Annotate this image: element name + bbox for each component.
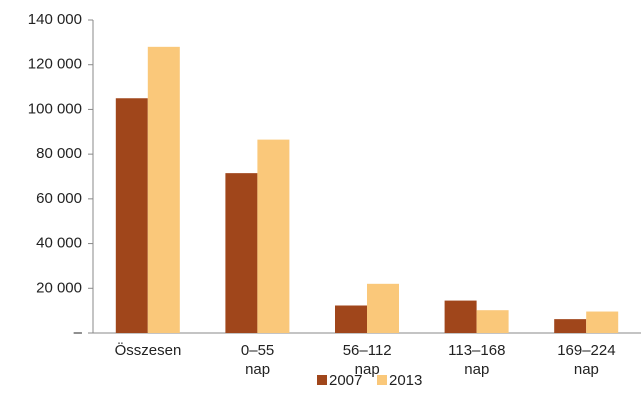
y-tick-label: 40 000: [36, 235, 82, 252]
bar: [554, 319, 587, 333]
y-tick-label: –: [74, 324, 83, 341]
legend-label: 2007: [329, 372, 362, 389]
bar: [115, 98, 148, 333]
x-tick-label: 0–55 nap: [240, 342, 275, 378]
x-tick-label: 169–224 nap: [557, 342, 616, 378]
bar: [225, 173, 258, 333]
bar: [147, 46, 180, 333]
bar: [444, 300, 477, 333]
x-tick-label: 113–168 nap: [448, 342, 506, 378]
legend-swatch: [317, 375, 327, 385]
y-tick-label: 100 000: [28, 100, 82, 117]
y-tick-label: 20 000: [36, 279, 82, 296]
bar: [367, 283, 399, 333]
y-tick-label: 60 000: [36, 190, 82, 207]
x-tick-label: Összesen: [114, 342, 182, 359]
bar: [335, 305, 367, 333]
bar: [476, 310, 509, 333]
legend-label: 2013: [389, 372, 422, 389]
y-tick-label: 140 000: [28, 11, 82, 28]
bar: [257, 139, 290, 333]
y-tick-label: 80 000: [36, 145, 82, 162]
y-tick-label: 120 000: [28, 56, 82, 73]
x-tick-label: 56–112 nap: [342, 342, 392, 378]
legend-swatch: [377, 375, 387, 385]
bar: [586, 311, 619, 333]
